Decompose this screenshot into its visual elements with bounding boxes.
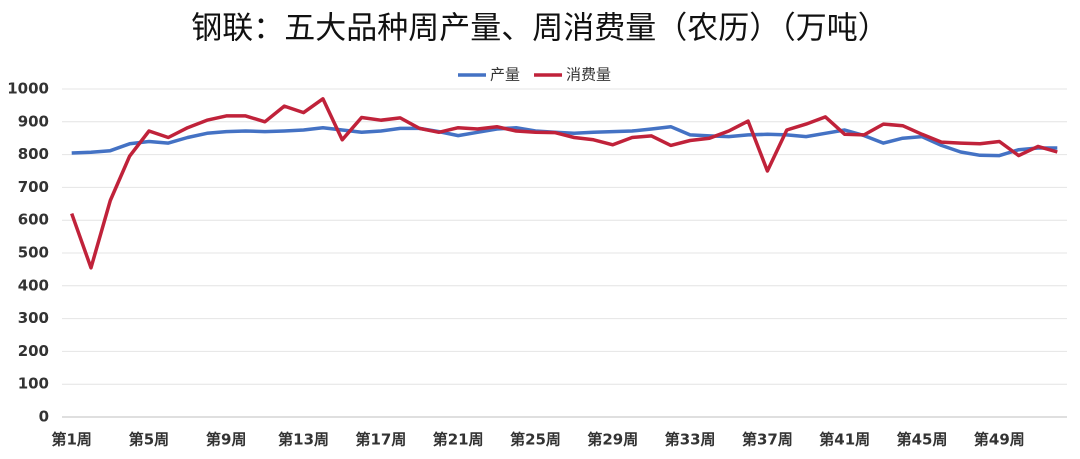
x-tick-label: 第25周: [510, 431, 561, 449]
y-tick-label: 500: [18, 244, 49, 262]
chart-title: 钢联：五大品种周产量、周消费量（农历）（万吨）: [191, 11, 889, 47]
y-tick-label: 800: [18, 145, 49, 163]
x-tick-label: 第41周: [819, 431, 870, 449]
y-tick-label: 700: [18, 178, 49, 196]
x-tick-label: 第17周: [355, 431, 406, 449]
x-tick-label: 第49周: [974, 431, 1025, 449]
x-tick-label: 第5周: [129, 431, 169, 449]
x-tick-label: 第1周: [51, 431, 91, 449]
x-tick-label: 第29周: [587, 431, 638, 449]
y-tick-label: 300: [18, 309, 49, 327]
x-tick-label: 第45周: [897, 431, 948, 449]
y-tick-label: 400: [18, 276, 49, 294]
x-tick-label: 第37周: [742, 431, 793, 449]
y-tick-label: 600: [18, 211, 49, 229]
y-tick-label: 1000: [7, 80, 49, 98]
y-tick-label: 200: [18, 342, 49, 360]
series-line: [70, 97, 1058, 270]
legend-label: 产量: [490, 66, 520, 84]
x-tick-label: 第9周: [206, 431, 246, 449]
y-tick-label: 0: [39, 408, 49, 426]
x-tick-label: 第21周: [433, 431, 484, 449]
y-tick-label: 100: [18, 375, 49, 393]
legend-label: 消费量: [566, 66, 611, 84]
y-tick-label: 900: [18, 112, 49, 130]
x-tick-label: 第13周: [278, 431, 329, 449]
x-tick-label: 第33周: [665, 431, 716, 449]
series-line: [71, 124, 1058, 158]
